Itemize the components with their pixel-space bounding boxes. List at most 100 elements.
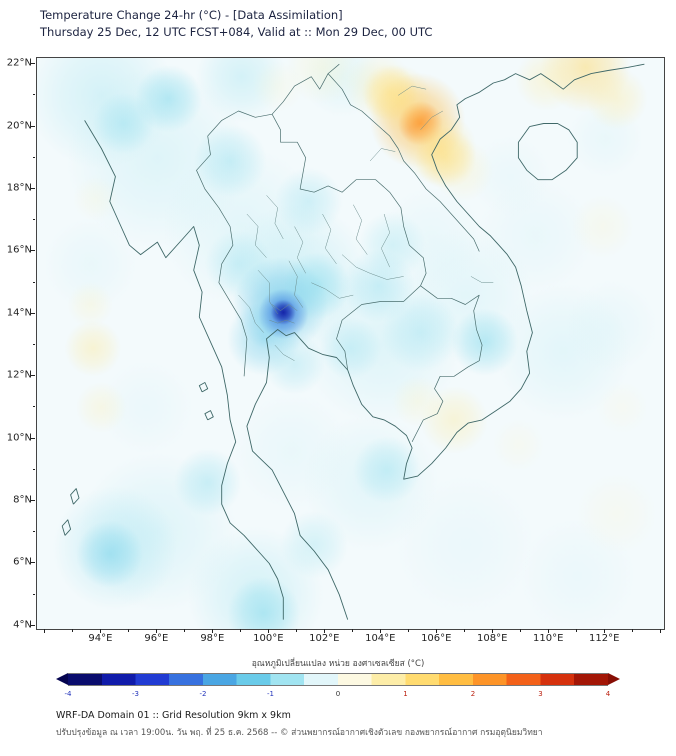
lon-tick-mark [212, 629, 214, 633]
province-border [294, 226, 306, 274]
colorbar-gradient [68, 673, 608, 686]
lon-tick-mark [72, 629, 74, 632]
lon-tick-mark [268, 629, 270, 633]
lat-tick-label: 10°N [6, 432, 32, 444]
lat-tick-label: 16°N [6, 244, 32, 256]
colorbar-tick-label: -4 [64, 690, 72, 698]
country-border [420, 285, 480, 305]
lon-tick-mark [100, 629, 102, 633]
coastline [204, 410, 214, 421]
lon-tick-mark [548, 629, 550, 633]
province-border [288, 260, 304, 308]
lon-tick-mark [436, 629, 438, 633]
lon-tick-mark [184, 629, 186, 632]
colorbar-tick-label: 0 [335, 690, 341, 698]
lon-tick-label: 104°E [365, 633, 396, 644]
coastline [84, 120, 284, 620]
province-border [271, 304, 298, 311]
province-border [369, 148, 396, 162]
page-subtitle: Thursday 25 Dec, 12 UTC FCST+084, Valid … [40, 25, 433, 39]
lat-tick-mark [31, 624, 35, 626]
lon-tick-label: 100°E [253, 633, 284, 644]
province-border [238, 294, 264, 333]
lat-tick-mark [31, 63, 35, 65]
lon-tick-mark [156, 629, 158, 633]
temperature-field-canvas [37, 58, 664, 629]
lon-tick-mark [408, 629, 410, 632]
province-border [269, 319, 295, 324]
lat-tick-mark [32, 468, 35, 470]
lat-tick-mark [31, 188, 35, 190]
lon-tick-label: 108°E [477, 633, 508, 644]
lon-tick-label: 110°E [533, 633, 564, 644]
page-title: Temperature Change 24-hr (°C) - [Data As… [40, 8, 343, 22]
colorbar-arrow-left [56, 673, 68, 685]
country-border [196, 135, 248, 377]
lon-tick-mark [240, 629, 242, 632]
lat-tick-mark [31, 500, 35, 502]
lat-tick-mark [31, 125, 35, 127]
colorbar-tick-label: 1 [403, 690, 408, 698]
colorbar-tick-label: -1 [267, 690, 274, 698]
province-border [353, 204, 368, 255]
lat-tick-mark [32, 94, 35, 96]
country-border [336, 285, 421, 371]
lat-tick-label: 18°N [6, 182, 32, 194]
lon-tick-label: 94°E [88, 633, 113, 644]
coastline [517, 123, 578, 181]
lat-tick-mark [31, 437, 35, 439]
province-border [420, 110, 444, 130]
lat-tick-mark [31, 312, 35, 314]
colorbar-tick-label: -2 [199, 690, 207, 698]
lat-tick-label: 8°N [13, 494, 32, 506]
lon-tick-mark [520, 629, 522, 632]
lon-tick-label: 112°E [589, 633, 620, 644]
lat-tick-mark [31, 375, 35, 377]
lon-tick-label: 96°E [144, 633, 169, 644]
lon-tick-mark [380, 629, 382, 633]
country-border [271, 114, 427, 286]
colorbar-label: อุณหภูมิเปลี่ยนแปลง หน่วย องศาเซลเซียส (… [251, 659, 425, 669]
country-border [327, 73, 480, 252]
lat-tick-mark [32, 219, 35, 221]
colorbar-tick-labels: -4 -3 -2 -1 0 1 2 3 4 [56, 688, 620, 698]
country-border [207, 63, 340, 137]
lat-tick-mark [32, 406, 35, 408]
footer-attribution: ปรับปรุงข้อมูล ณ เวลา 19:00น. วัน พฤ. ที… [56, 728, 543, 738]
province-border [274, 344, 295, 361]
lon-tick-mark [128, 629, 130, 632]
country-border [411, 294, 483, 442]
coastline [504, 63, 645, 90]
colorbar [56, 673, 620, 686]
weather-map [36, 57, 665, 630]
lat-tick-label: 14°N [6, 307, 32, 319]
lat-tick-mark [32, 593, 35, 595]
coastline-borders-overlay [61, 63, 645, 620]
lon-tick-mark [632, 629, 634, 632]
lon-tick-mark [352, 629, 354, 632]
colorbar-tick-label: 2 [470, 690, 476, 698]
lat-tick-label: 6°N [13, 556, 32, 568]
lon-tick-mark [296, 629, 298, 632]
province-border [266, 195, 284, 240]
lat-tick-mark [32, 281, 35, 283]
province-border [322, 213, 337, 265]
colorbar-tick-label: 3 [538, 690, 543, 698]
footer-domain-info: WRF-DA Domain 01 :: Grid Resolution 9km … [56, 710, 291, 721]
colorbar-tick-label: 4 [605, 690, 611, 698]
lon-tick-mark [604, 629, 606, 633]
lat-tick-mark [32, 344, 35, 346]
lon-tick-mark [660, 629, 662, 633]
lon-tick-mark [324, 629, 326, 633]
province-border [341, 254, 404, 280]
lat-tick-mark [31, 250, 35, 252]
lon-tick-label: 98°E [200, 633, 225, 644]
coastline [70, 488, 80, 505]
lon-tick-label: 102°E [309, 633, 340, 644]
lat-tick-label: 20°N [6, 120, 32, 132]
province-border [381, 213, 390, 268]
lon-tick-label: 106°E [421, 633, 452, 644]
lon-tick-mark [492, 629, 494, 633]
lat-tick-label: 22°N [6, 57, 32, 69]
